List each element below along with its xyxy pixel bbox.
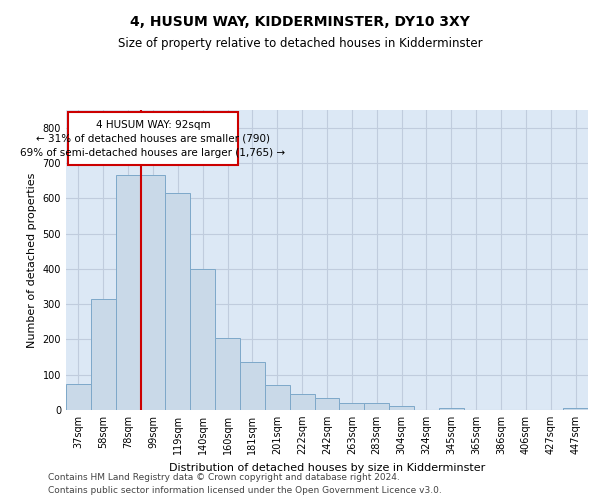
Text: 4, HUSUM WAY, KIDDERMINSTER, DY10 3XY: 4, HUSUM WAY, KIDDERMINSTER, DY10 3XY	[130, 15, 470, 29]
Bar	[215, 338, 240, 410]
Bar	[364, 403, 389, 410]
Bar	[116, 176, 140, 410]
Bar	[563, 408, 588, 410]
Bar	[265, 386, 290, 410]
Bar	[439, 408, 464, 410]
Text: Size of property relative to detached houses in Kidderminster: Size of property relative to detached ho…	[118, 38, 482, 51]
Bar	[166, 193, 190, 410]
Bar	[389, 406, 414, 410]
Bar	[190, 269, 215, 410]
Bar	[340, 403, 364, 410]
X-axis label: Distribution of detached houses by size in Kidderminster: Distribution of detached houses by size …	[169, 462, 485, 472]
Bar	[140, 176, 166, 410]
FancyBboxPatch shape	[68, 112, 238, 164]
Bar	[314, 398, 340, 410]
Bar	[66, 384, 91, 410]
Bar	[290, 394, 314, 410]
Bar	[240, 362, 265, 410]
Text: Contains public sector information licensed under the Open Government Licence v3: Contains public sector information licen…	[48, 486, 442, 495]
Y-axis label: Number of detached properties: Number of detached properties	[27, 172, 37, 348]
Bar	[91, 299, 116, 410]
Text: Contains HM Land Registry data © Crown copyright and database right 2024.: Contains HM Land Registry data © Crown c…	[48, 474, 400, 482]
Text: 4 HUSUM WAY: 92sqm
← 31% of detached houses are smaller (790)
69% of semi-detach: 4 HUSUM WAY: 92sqm ← 31% of detached hou…	[20, 120, 286, 158]
